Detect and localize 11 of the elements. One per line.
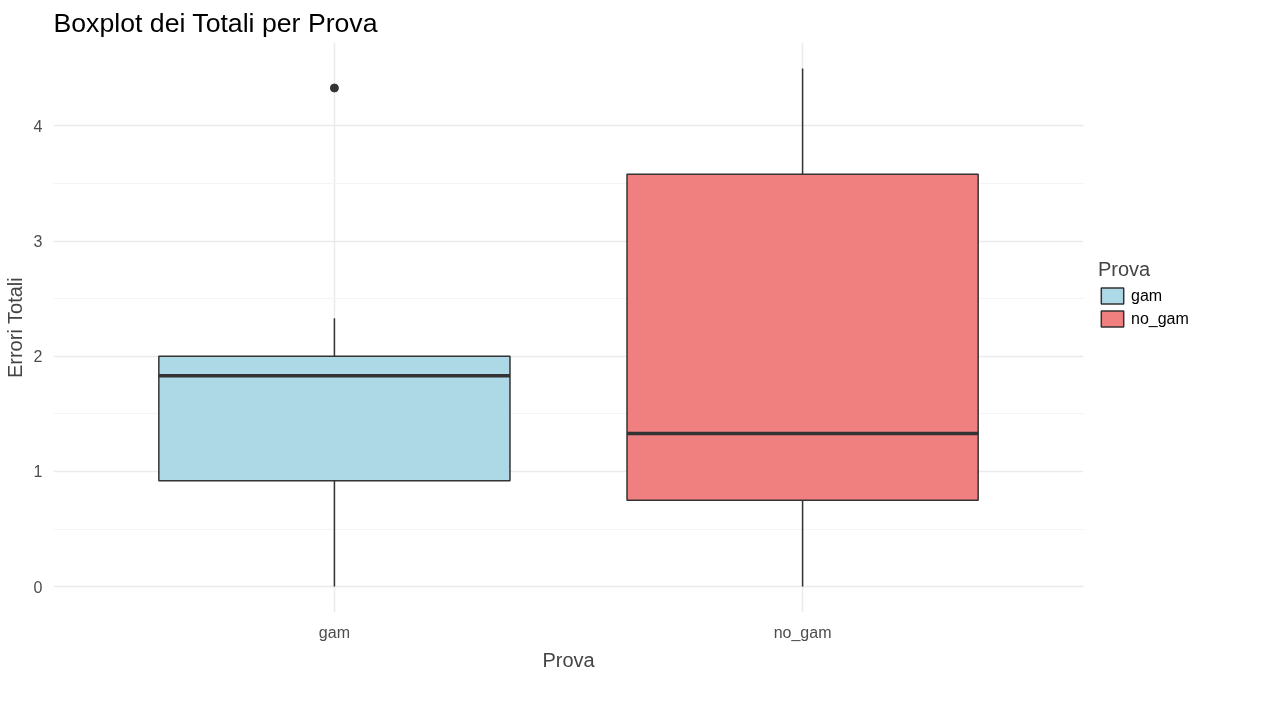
y-tick-label: 3 xyxy=(33,233,43,251)
y-tick-label: 1 xyxy=(33,463,43,481)
chart-title: Boxplot dei Totali per Prova xyxy=(53,7,378,38)
y-tick-label: 0 xyxy=(33,578,43,596)
y-axis-title: Errori Totali xyxy=(3,277,26,379)
x-axis-title: Prova xyxy=(542,648,596,671)
y-tick-label: 2 xyxy=(33,348,43,366)
y-tick-label: 4 xyxy=(33,117,43,135)
legend-label: gam xyxy=(1131,286,1163,304)
legend-title: Prova xyxy=(1098,257,1152,280)
legend-label: no_gam xyxy=(1131,309,1189,327)
